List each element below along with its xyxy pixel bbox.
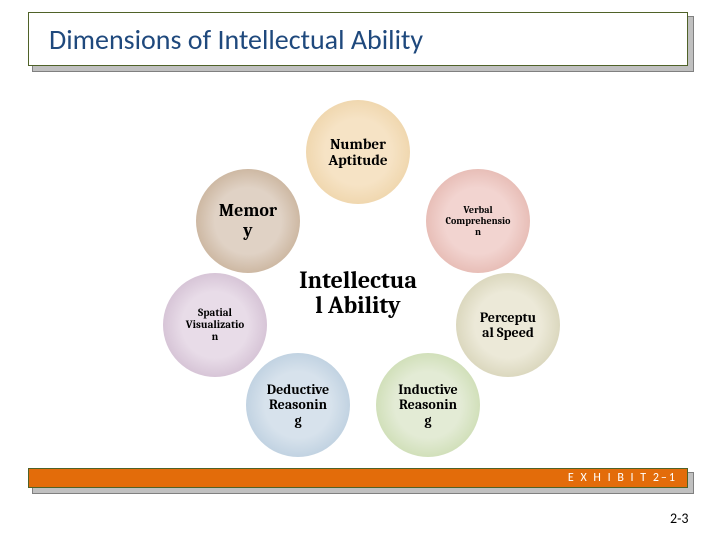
center-label: Intellectual Ability (258, 258, 458, 328)
bubble-number-aptitude: NumberAptitude (306, 100, 410, 204)
page-number: 2-3 (670, 510, 688, 527)
bubble-perceptual-speed: Perceptual Speed (456, 273, 560, 377)
exhibit-label: E X H I B I T 2–1 (568, 471, 677, 485)
exhibit-box: E X H I B I T 2–1 (28, 468, 688, 488)
slide: Dimensions of Intellectual Ability Numbe… (0, 0, 720, 540)
bubble-inductive-reasoning: InductiveReasoning (376, 353, 480, 457)
bubble-spatial-visualization: SpatialVisualization (163, 273, 267, 377)
bubble-deductive-reasoning: DeductiveReasoning (246, 353, 350, 457)
